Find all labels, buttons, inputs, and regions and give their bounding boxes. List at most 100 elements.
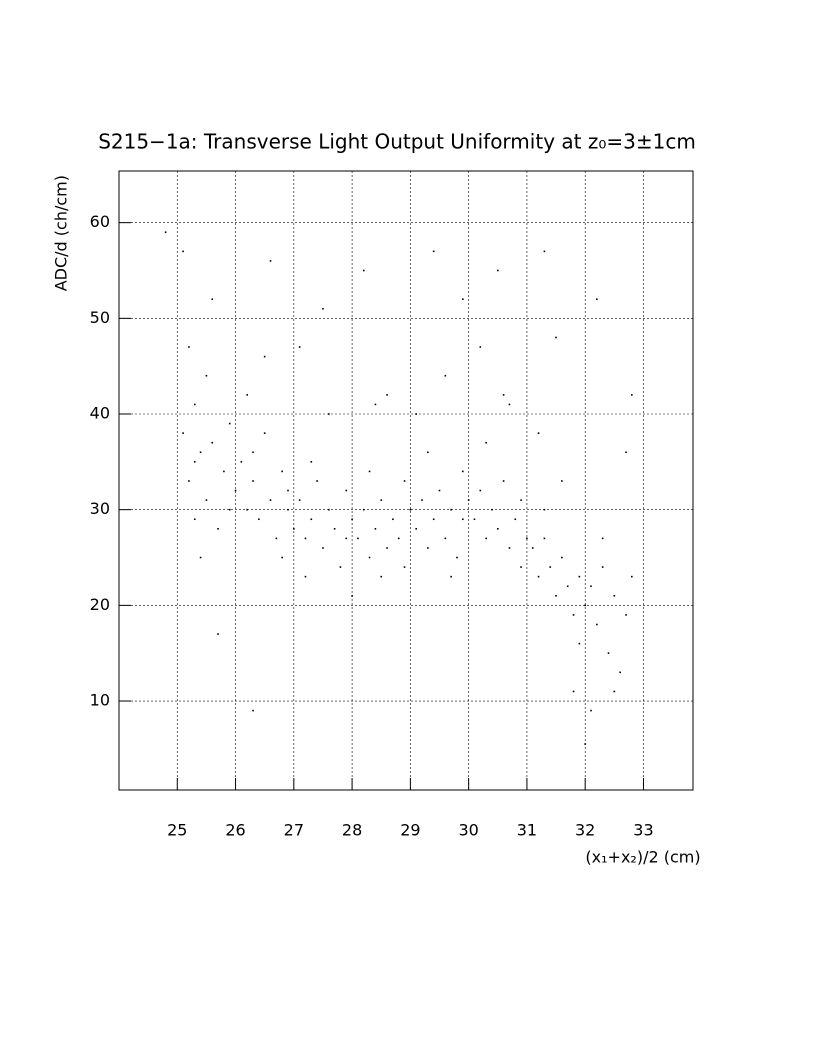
point (502, 394, 505, 396)
point (561, 480, 563, 482)
y-axis-label: ADC/d (ch/cm) (52, 175, 71, 291)
chart-title: S215−1a: Transverse Light Output Uniform… (98, 130, 696, 154)
y-tick-label: 50 (90, 308, 110, 327)
point (584, 604, 586, 607)
point (252, 451, 254, 454)
point (415, 413, 417, 415)
point (304, 537, 307, 540)
point (368, 470, 371, 473)
point (199, 556, 202, 559)
point (596, 298, 598, 301)
point (357, 537, 359, 540)
point (374, 403, 377, 406)
point (625, 451, 627, 454)
point (543, 537, 546, 540)
point (287, 489, 289, 492)
point (427, 451, 429, 454)
point (327, 508, 330, 511)
y-tick-label: 20 (90, 595, 110, 614)
point (217, 633, 219, 635)
point (374, 528, 377, 530)
point (438, 489, 441, 492)
point (432, 518, 435, 521)
point (485, 441, 487, 444)
point (631, 394, 633, 396)
point (263, 355, 266, 358)
point (362, 269, 365, 272)
point (543, 250, 546, 253)
point (543, 508, 546, 511)
point (496, 269, 499, 272)
point (601, 566, 604, 568)
point (310, 461, 313, 463)
point (555, 336, 557, 339)
point (193, 461, 196, 463)
x-tick-label: 30 (458, 821, 478, 840)
point (240, 461, 243, 463)
point (182, 250, 184, 253)
point (578, 642, 581, 645)
point (223, 470, 225, 473)
y-tick-label: 10 (90, 691, 110, 710)
point (211, 298, 214, 301)
point (462, 518, 464, 521)
point (502, 480, 505, 482)
point (182, 432, 184, 434)
point (537, 575, 540, 578)
x-tick-label: 27 (284, 821, 304, 840)
point (566, 585, 569, 588)
point (211, 441, 214, 444)
point (607, 652, 610, 654)
point (531, 547, 534, 549)
point (572, 690, 575, 693)
point (252, 709, 254, 712)
point (485, 537, 487, 540)
point (584, 743, 586, 745)
x-tick-label: 28 (342, 821, 362, 840)
point (549, 566, 552, 568)
point (496, 528, 499, 530)
point (601, 537, 604, 540)
point (228, 422, 231, 425)
point (304, 575, 307, 578)
point (613, 690, 616, 693)
point (403, 566, 406, 568)
x-tick-label: 33 (633, 821, 653, 840)
point (491, 508, 493, 511)
point (625, 614, 627, 616)
point (386, 547, 388, 549)
point (298, 499, 301, 501)
point (462, 470, 464, 473)
point (479, 489, 482, 492)
point (351, 518, 353, 521)
point (590, 585, 592, 588)
point (287, 508, 289, 511)
point (508, 403, 511, 406)
x-tick-label: 26 (225, 821, 245, 840)
point (275, 537, 278, 540)
point (246, 508, 249, 511)
point (339, 566, 342, 568)
x-tick-label: 32 (575, 821, 595, 840)
point (345, 537, 348, 540)
point (228, 508, 231, 511)
point (188, 346, 190, 348)
point (596, 623, 598, 626)
point (263, 432, 266, 434)
point (456, 556, 458, 559)
point (392, 518, 394, 521)
point (508, 547, 511, 549)
y-tick-label: 40 (90, 404, 110, 423)
point (397, 537, 400, 540)
point (520, 499, 522, 501)
point (479, 346, 482, 348)
point (421, 499, 423, 501)
point (217, 528, 219, 530)
point (590, 709, 592, 712)
point (520, 566, 522, 568)
point (368, 556, 371, 559)
point (351, 594, 353, 597)
point (246, 394, 249, 396)
point (199, 451, 202, 454)
